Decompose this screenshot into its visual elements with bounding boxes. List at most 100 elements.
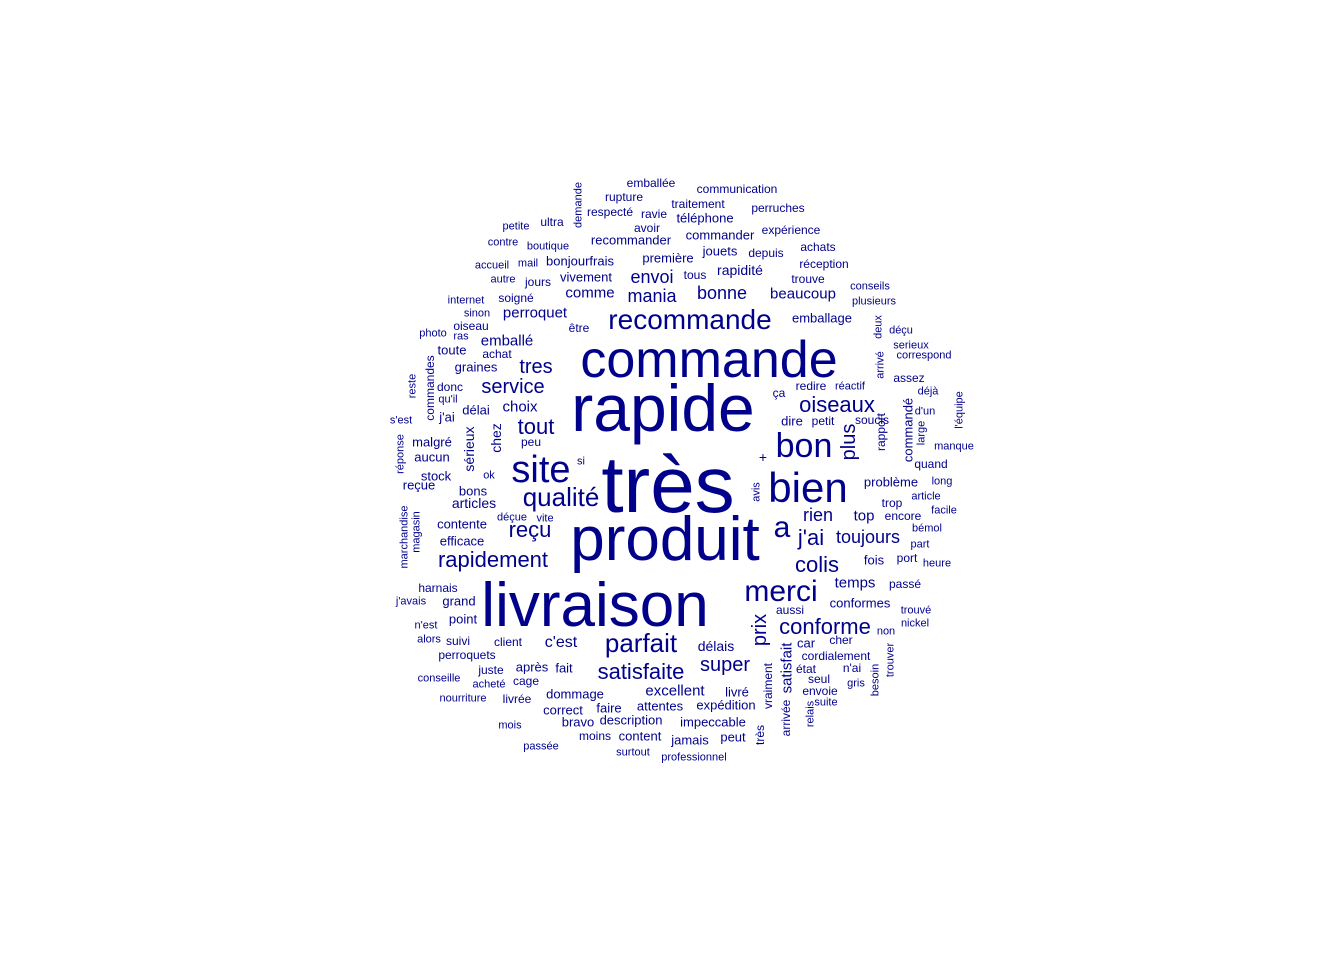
word-73: ravie bbox=[640, 207, 668, 221]
word-75: ultra bbox=[540, 215, 564, 229]
word-112: j'ai bbox=[439, 409, 455, 425]
word-127: ok bbox=[483, 469, 495, 482]
word-145: harnais bbox=[418, 581, 458, 595]
word-37: top bbox=[853, 507, 875, 525]
word-2: rapide bbox=[571, 371, 755, 445]
word-45: rapidité bbox=[717, 262, 763, 278]
word-166: après bbox=[515, 659, 549, 675]
word-48: fois bbox=[863, 552, 885, 568]
word-108: déjà bbox=[917, 385, 939, 398]
word-130: avis bbox=[750, 482, 763, 502]
word-86: plusieurs bbox=[851, 295, 897, 308]
word-96: correspond bbox=[896, 349, 952, 362]
word-33: temps bbox=[834, 574, 876, 592]
word-67: emballée bbox=[626, 176, 676, 190]
word-32: beaucoup bbox=[770, 285, 836, 303]
word-52: commandé bbox=[900, 397, 916, 463]
word-100: commandes bbox=[423, 355, 437, 421]
word-174: envoie bbox=[802, 684, 838, 698]
word-24: rien bbox=[802, 505, 834, 525]
word-57: recommander bbox=[590, 232, 672, 248]
word-123: si bbox=[577, 455, 585, 468]
word-171: seul bbox=[807, 672, 831, 686]
word-178: vraiment bbox=[761, 662, 775, 710]
word-81: mail bbox=[517, 257, 539, 270]
word-191: moins bbox=[578, 729, 612, 743]
word-126: reçue bbox=[402, 477, 436, 493]
word-80: accueil bbox=[474, 259, 510, 272]
word-91: photo bbox=[419, 327, 447, 340]
word-175: nourriture bbox=[439, 692, 487, 705]
word-8: recommande bbox=[608, 304, 772, 335]
word-93: deux bbox=[872, 315, 885, 339]
word-43: chez bbox=[488, 423, 504, 453]
word-158: non bbox=[876, 625, 896, 638]
word-146: grand bbox=[442, 593, 476, 609]
word-28: mania bbox=[627, 286, 677, 306]
word-117: large bbox=[915, 420, 928, 446]
word-60: bonjourfrais bbox=[546, 253, 614, 269]
word-150: n'est bbox=[414, 619, 438, 632]
word-168: conseille bbox=[417, 672, 461, 685]
word-169: cage bbox=[512, 674, 540, 688]
word-101: assez bbox=[893, 371, 925, 385]
word-70: perruches bbox=[751, 201, 805, 215]
word-163: besoin bbox=[869, 663, 882, 697]
word-7: bon bbox=[775, 427, 833, 465]
word-124: réponse bbox=[394, 434, 407, 474]
word-187: description bbox=[599, 712, 663, 728]
word-88: soigné bbox=[498, 291, 534, 305]
word-82: autre bbox=[490, 273, 516, 286]
word-47: conformes bbox=[829, 595, 891, 611]
word-56: commander bbox=[685, 227, 755, 243]
word-3: commande bbox=[580, 331, 838, 389]
word-27: plus bbox=[838, 423, 860, 461]
word-103: redire bbox=[795, 379, 827, 393]
word-102: réactif bbox=[835, 380, 865, 393]
word-153: alors bbox=[417, 633, 441, 646]
word-110: l'équipe bbox=[953, 391, 966, 429]
word-63: achats bbox=[800, 240, 836, 254]
word-105: donc bbox=[436, 380, 464, 394]
word-106: qu'il bbox=[438, 393, 458, 406]
word-65: téléphone bbox=[676, 210, 734, 226]
word-138: magasin bbox=[410, 511, 423, 553]
word-129: long bbox=[931, 475, 953, 488]
word-131: bons bbox=[458, 483, 488, 499]
word-92: ras bbox=[453, 330, 469, 343]
word-4: livraison bbox=[481, 571, 709, 640]
word-186: bravo bbox=[561, 714, 595, 730]
word-154: suivi bbox=[445, 634, 471, 648]
word-172: gris bbox=[847, 677, 865, 690]
word-143: heure bbox=[922, 557, 952, 570]
word-16: j'ai bbox=[797, 525, 825, 550]
word-121: aucun bbox=[414, 449, 450, 465]
word-31: c'est bbox=[544, 634, 578, 651]
word-84: tous bbox=[683, 268, 707, 282]
word-74: avoir bbox=[633, 221, 661, 235]
word-122: peu bbox=[520, 435, 542, 449]
word-23: service bbox=[481, 376, 545, 398]
word-125: stock bbox=[420, 468, 452, 484]
word-62: trouve bbox=[791, 272, 825, 286]
word-19: conforme bbox=[779, 614, 871, 639]
word-13: rapidement bbox=[437, 547, 549, 572]
word-198: être bbox=[568, 321, 590, 335]
word-181: correct bbox=[543, 702, 583, 718]
word-10: qualité bbox=[522, 482, 600, 512]
word-26: tres bbox=[519, 356, 553, 378]
word-38: emballé bbox=[480, 332, 534, 350]
word-50: dire bbox=[781, 413, 803, 429]
word-12: parfait bbox=[604, 628, 678, 658]
word-25: toujours bbox=[835, 527, 901, 547]
word-113: délai bbox=[462, 402, 490, 418]
word-54: contente bbox=[437, 516, 487, 532]
word-71: expérience bbox=[761, 223, 821, 237]
word-116: rapport bbox=[874, 412, 888, 452]
word-176: livrée bbox=[502, 692, 532, 706]
word-149: trouvé bbox=[900, 604, 932, 617]
word-136: bémol bbox=[912, 522, 942, 535]
word-118: manque bbox=[934, 440, 974, 453]
word-164: trouver bbox=[884, 642, 897, 678]
word-79: boutique bbox=[526, 240, 570, 253]
